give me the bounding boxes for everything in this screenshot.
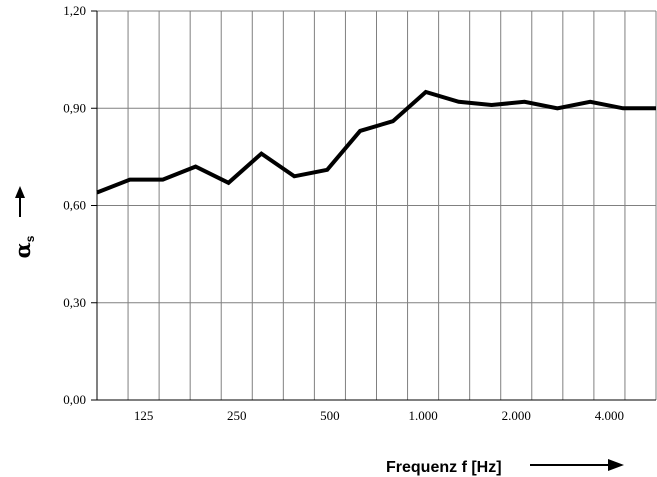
y-tick-label: 0,90	[63, 100, 86, 115]
y-axis-label: αs	[10, 235, 37, 258]
series-group	[96, 89, 656, 195]
y-axis-label-symbol: α	[10, 242, 35, 258]
x-tick-label: 250	[227, 408, 247, 423]
y-tick-label: 1,20	[63, 3, 86, 18]
x-tick-label: 500	[320, 408, 340, 423]
x-tick-label: 1.000	[408, 408, 437, 423]
x-axis-arrow	[530, 459, 624, 471]
y-tick-labels: 0,00 0,30 0,60 0,90 1,20	[63, 3, 86, 407]
x-tick-labels: 125 250 500 1.000 2.000 4.000	[134, 408, 624, 423]
y-axis-label-subscript: s	[23, 235, 37, 242]
axes	[91, 10, 656, 401]
y-tick-label: 0,60	[63, 198, 86, 213]
y-tick-label: 0,30	[63, 295, 86, 310]
x-tick-label: 4.000	[595, 408, 624, 423]
x-tick-label: 125	[134, 408, 154, 423]
x-tick-label: 2.000	[502, 408, 531, 423]
x-axis-label: Frequenz f [Hz]	[386, 459, 502, 476]
grid-lines	[97, 10, 657, 400]
y-tick-label: 0,00	[63, 392, 86, 407]
series-line	[96, 89, 656, 195]
y-axis-arrow	[15, 186, 25, 217]
svg-text:αs: αs	[10, 235, 37, 258]
